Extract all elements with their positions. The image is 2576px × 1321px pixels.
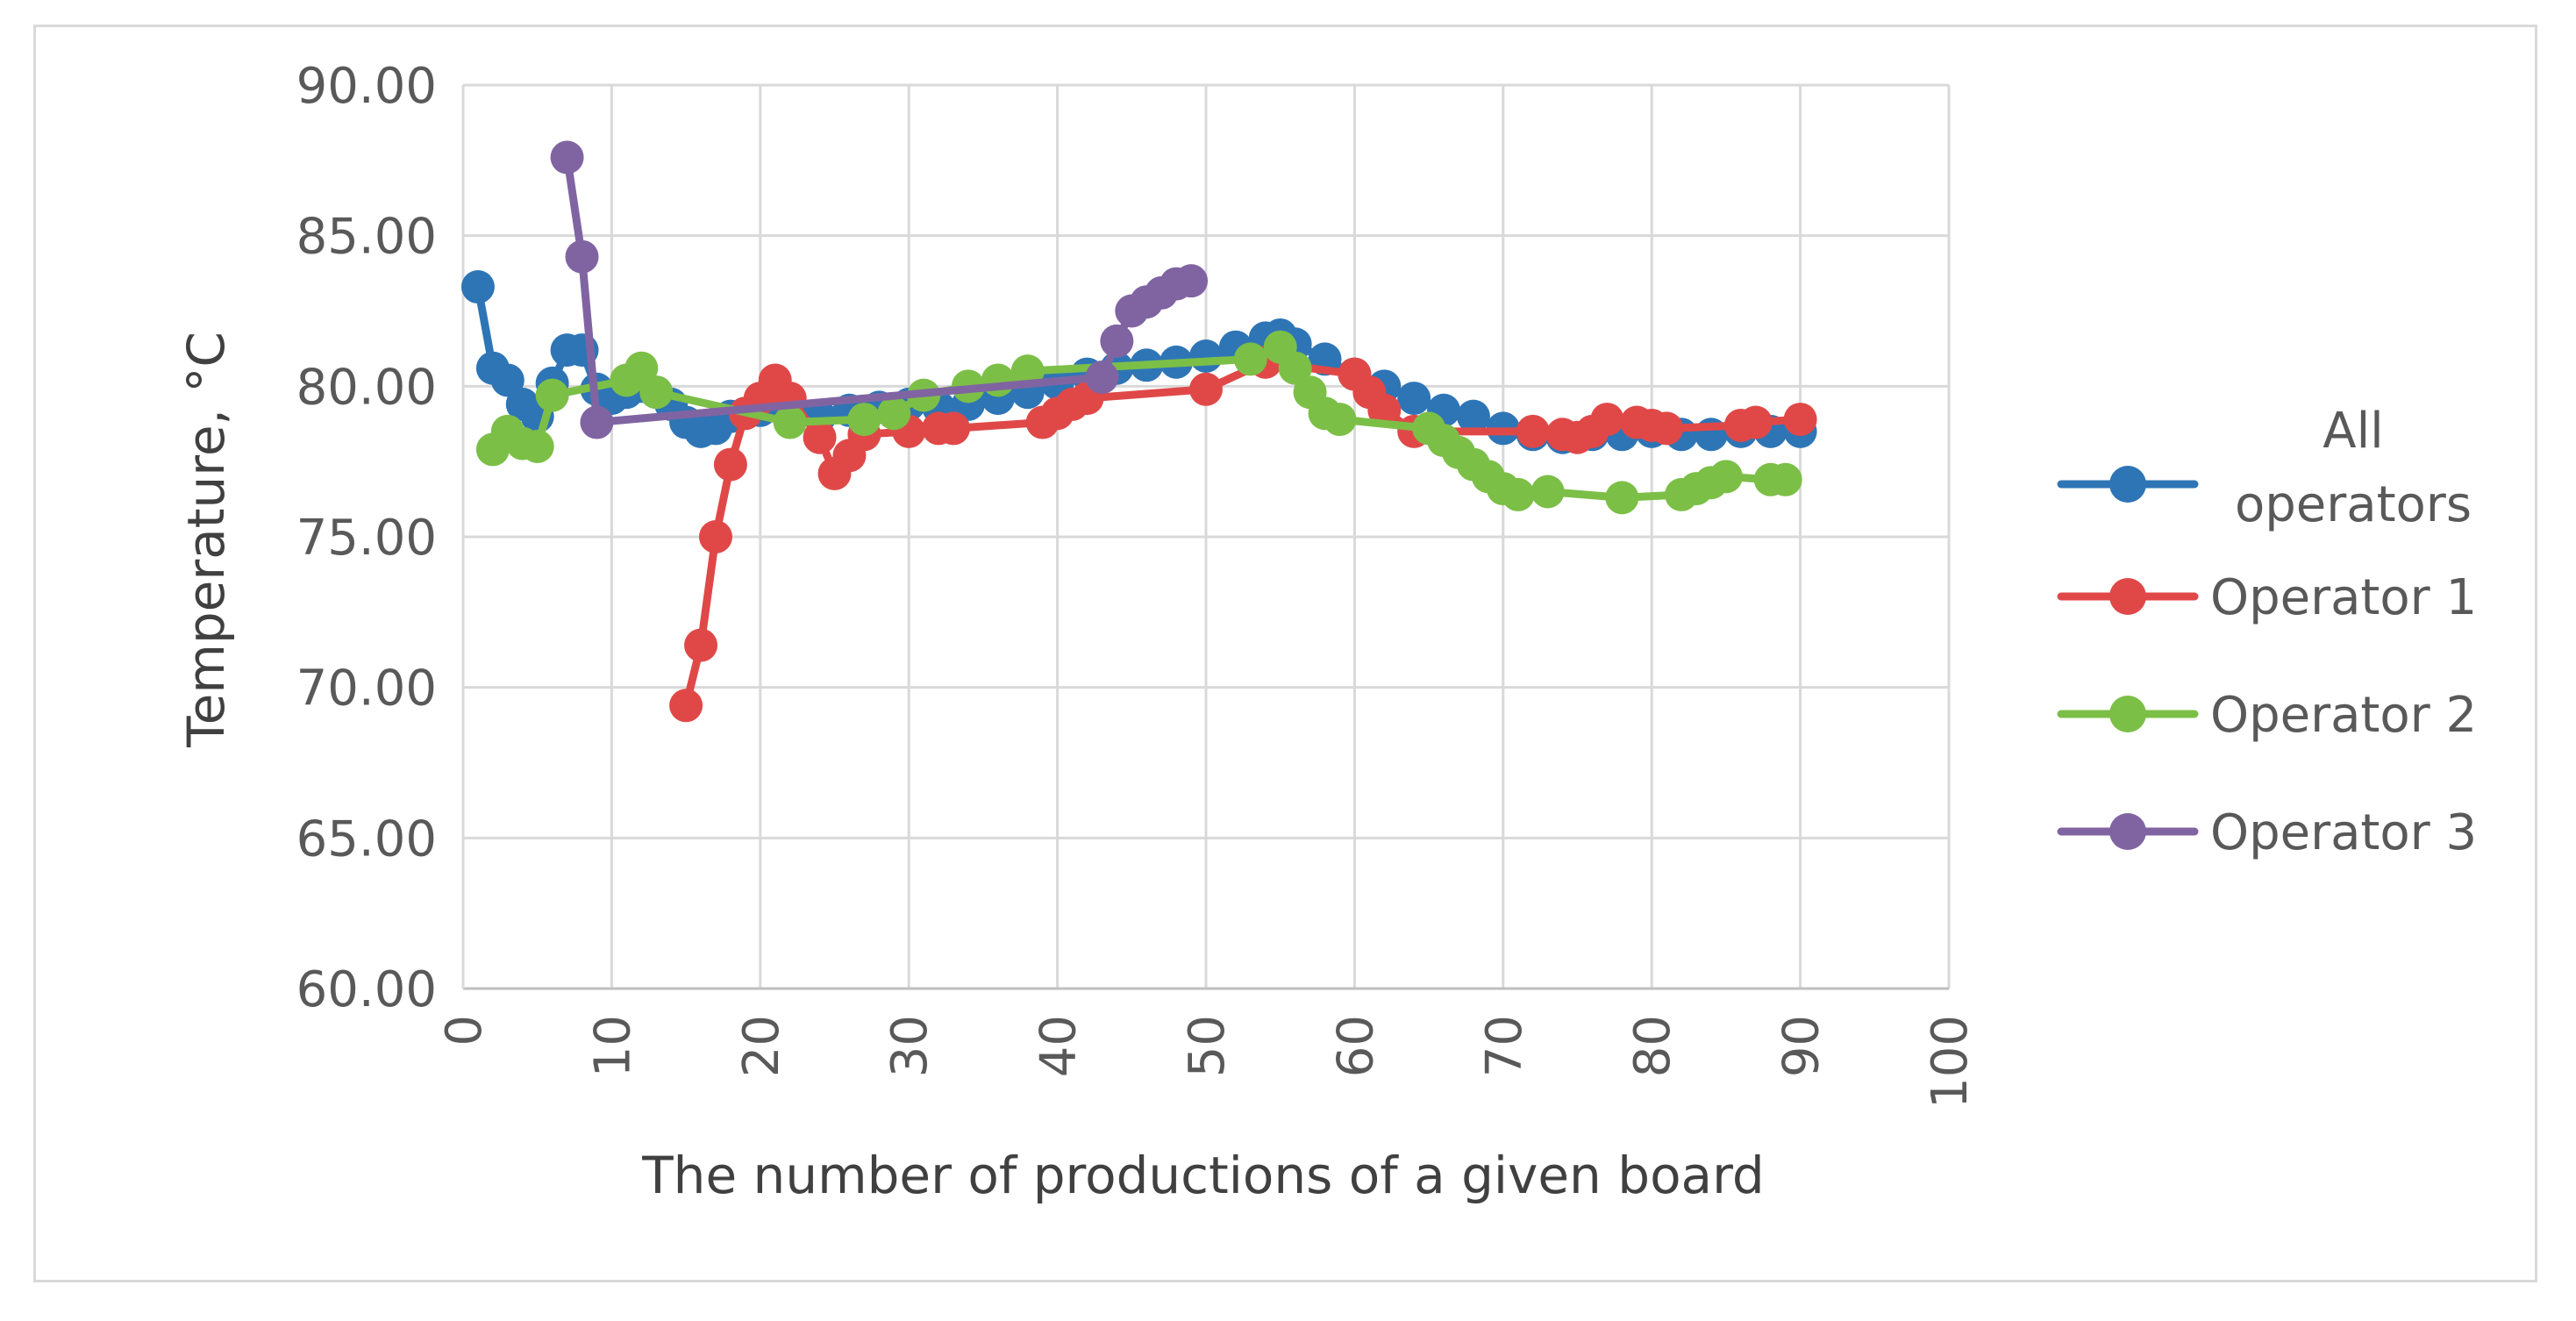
data-point-operator-2 [1233,342,1267,376]
data-point-operator-2 [1605,481,1639,515]
data-point-operator-2 [535,378,569,412]
legend-entry-operator-1: Operator 1 [2057,569,2477,626]
y-tick-label: 80.00 [296,359,437,416]
data-point-operator-2 [1501,477,1535,511]
data-point-operator-2 [1768,462,1802,496]
x-tick-label: 40 [1031,1015,1088,1077]
data-point-all-operators [460,270,495,304]
data-point-operator-1 [1516,414,1550,448]
data-point-all-operators [1397,382,1431,416]
data-point-operator-2 [981,363,1015,397]
data-point-operator-2 [1278,351,1312,385]
legend-label-all-operators: All [2323,403,2383,460]
series-operator-2 [475,330,1802,515]
data-point-operator-1 [669,689,703,723]
legend-label-operator-3: Operator 3 [2210,804,2477,861]
data-point-operator-2 [1709,460,1743,494]
legend-marker-all-operators [2109,466,2146,503]
legend-marker-operator-2 [2109,696,2146,732]
y-axis-title: Temperature, °C [176,332,236,748]
data-point-all-operators [490,363,524,397]
legend-label-operator-2: Operator 2 [2210,687,2477,744]
x-tick-label: 50 [1179,1015,1236,1077]
y-tick-label: 75.00 [296,510,437,567]
legend-label-all-operators: operators [2235,476,2472,533]
data-point-operator-2 [1531,475,1565,509]
x-tick-label: 0 [436,1015,493,1046]
data-point-operator-3 [1100,324,1134,358]
data-point-operator-1 [937,411,971,446]
x-tick-label: 60 [1327,1015,1384,1077]
y-tick-label: 90.00 [296,58,437,115]
x-tick-label: 10 [584,1015,641,1077]
legend-label-operator-1: Operator 1 [2210,569,2477,626]
y-tick-label: 85.00 [296,209,437,266]
legend-marker-operator-3 [2109,813,2146,850]
data-point-operator-2 [520,430,554,463]
data-point-operator-1 [1650,411,1684,446]
x-tick-label: 100 [1922,1015,1979,1109]
x-axis-title: The number of productions of a given boa… [641,1146,1764,1205]
chart-frame [33,25,2537,1282]
x-tick-label: 90 [1773,1015,1830,1077]
legend: All operators Operator 1 Operator 2 Operator… [2057,403,2477,861]
data-point-all-operators [1456,399,1490,433]
data-point-all-operators [1189,339,1223,373]
legend-entry-operator-2: Operator 2 [2057,687,2477,744]
y-tick-labels: 60.00 65.00 70.00 75.00 80.00 85.00 90.00 [296,58,437,1018]
axes [461,85,1949,990]
data-point-operator-1 [1367,393,1402,427]
data-point-operator-1 [684,628,718,662]
data-point-operator-2 [639,375,674,410]
data-point-operator-1 [713,447,747,482]
data-point-operator-1 [1590,403,1624,437]
legend-marker-operator-1 [2109,578,2146,615]
x-tick-labels: 0 10 20 30 40 50 60 70 80 90 100 [436,1015,1979,1109]
series-layer [460,140,1817,723]
legend-entry-operator-3: Operator 3 [2057,804,2477,861]
data-point-operator-3 [1085,361,1119,395]
legend-entry-all-operators: All operators [2057,403,2472,533]
y-tick-label: 60.00 [296,961,437,1018]
data-point-operator-2 [773,405,807,439]
series-operator-3 [550,140,1209,439]
data-point-operator-2 [1323,403,1357,437]
y-tick-label: 70.00 [296,660,437,718]
data-point-operator-2 [877,396,911,431]
series-operator-1 [669,345,1817,723]
data-point-operator-1 [1783,403,1817,437]
data-point-operator-2 [847,403,881,437]
data-point-operator-3 [550,140,584,175]
x-tick-label: 80 [1624,1015,1681,1077]
x-tick-label: 70 [1476,1015,1533,1077]
data-point-operator-1 [803,420,837,454]
data-point-operator-3 [580,405,614,439]
data-point-operator-2 [624,351,659,385]
x-tick-label: 30 [881,1015,938,1077]
y-tick-label: 65.00 [296,810,437,868]
data-point-operator-3 [565,239,599,274]
x-tick-label: 20 [733,1015,790,1077]
data-point-operator-1 [698,520,732,553]
data-point-operator-3 [1174,264,1209,298]
data-point-operator-1 [1738,405,1773,439]
data-point-operator-1 [1189,372,1223,406]
gridlines [461,83,1951,990]
